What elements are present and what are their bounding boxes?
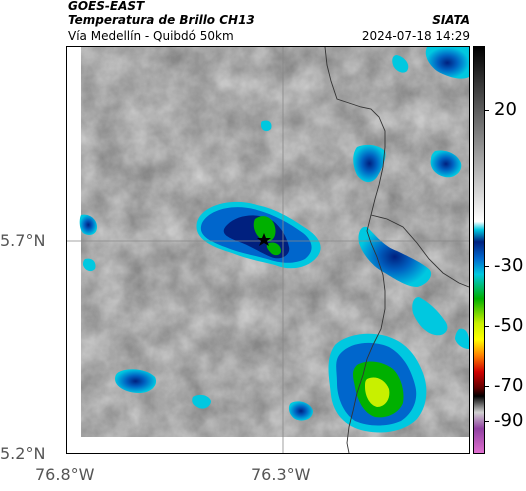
map-canvas: [67, 47, 469, 453]
convective-cells: [79, 47, 469, 433]
datetime-label: 2024-07-18 14:29: [361, 29, 470, 43]
temperature-colorbar: [473, 46, 485, 454]
colorbar-tick: [485, 326, 489, 327]
colorbar-label: -70: [494, 375, 524, 396]
product-title: Temperatura de Brillo CH13: [68, 13, 255, 27]
colorbar-tick: [485, 266, 489, 267]
colorbar-tick: [485, 421, 489, 422]
route-subtitle: Vía Medellín - Quibdó 50km: [68, 29, 234, 43]
latitude-label: 5.2°N: [0, 444, 46, 463]
longitude-label: 76.3°W: [251, 465, 311, 484]
colorbar-label: 20: [494, 99, 517, 120]
colorbar-label: -50: [494, 315, 524, 336]
latitude-label: 5.7°N: [0, 231, 46, 250]
longitude-label: 76.8°W: [35, 465, 95, 484]
satellite-title: GOES-EAST: [68, 0, 145, 13]
colorbar-label: -30: [494, 255, 524, 276]
satellite-map[interactable]: [66, 46, 470, 454]
star-icon: [257, 233, 271, 246]
organization-label: SIATA: [432, 13, 470, 27]
colorbar-tick: [485, 110, 489, 111]
location-marker: [257, 233, 271, 246]
grid-lines: [67, 47, 469, 453]
colorbar-tick: [485, 386, 489, 387]
country-border: [324, 47, 469, 453]
colorbar-label: -90: [494, 410, 524, 431]
